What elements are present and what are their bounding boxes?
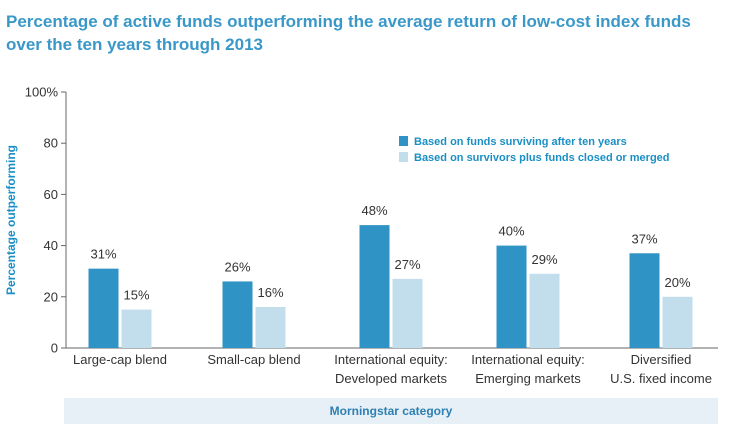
x-tick-label: U.S. fixed income — [610, 371, 712, 386]
bar-value-label: 31% — [90, 247, 116, 262]
y-tick-label: 80 — [44, 136, 58, 151]
x-tick-label: Diversified — [631, 352, 692, 367]
bar-with-closed — [529, 273, 560, 348]
bar-surviving — [629, 253, 660, 348]
bar-with-closed — [392, 278, 423, 348]
x-axis-title: Morningstar category — [329, 404, 453, 418]
bar-value-label: 20% — [664, 275, 690, 290]
x-tick-label: International equity: — [471, 352, 584, 367]
bar-surviving — [222, 281, 253, 348]
y-tick-label: 40 — [44, 238, 58, 253]
chart-title-line-2: over the ten years through 2013 — [6, 35, 263, 54]
bar-value-label: 27% — [394, 257, 420, 272]
bar-value-label: 40% — [498, 224, 524, 239]
bar-with-closed — [255, 307, 286, 348]
bar-value-label: 29% — [531, 252, 557, 267]
bar-surviving — [88, 268, 119, 348]
x-tick-label: Small-cap blend — [207, 352, 300, 367]
y-tick-label: 60 — [44, 187, 58, 202]
bar-value-label: 15% — [123, 288, 149, 303]
y-tick-label: 100% — [25, 85, 59, 100]
bar-with-closed — [121, 309, 152, 348]
x-tick-label: International equity: — [334, 352, 447, 367]
bar-value-label: 16% — [257, 285, 283, 300]
bar-value-label: 37% — [631, 231, 657, 246]
y-tick-label: 0 — [51, 341, 58, 356]
legend-label: Based on funds surviving after ten years — [414, 136, 627, 148]
legend-label: Based on survivors plus funds closed or … — [414, 152, 670, 164]
y-tick-label: 20 — [44, 289, 58, 304]
chart-title: Percentage of active funds outperforming… — [6, 10, 736, 56]
x-tick-label: Emerging markets — [475, 371, 581, 386]
legend-swatch — [399, 136, 408, 146]
x-tick-label: Developed markets — [335, 371, 447, 386]
y-axis-title: Percentage outperforming — [4, 145, 18, 295]
bar-value-label: 26% — [224, 259, 250, 274]
bar-surviving — [496, 245, 527, 348]
bar-value-label: 48% — [361, 203, 387, 218]
bar-surviving — [359, 225, 390, 348]
bar-with-closed — [662, 296, 693, 348]
chart-title-line-1: Percentage of active funds outperforming… — [6, 12, 691, 31]
x-tick-label: Large-cap blend — [73, 352, 167, 367]
legend-swatch — [399, 152, 408, 162]
x-axis-title-band — [64, 398, 718, 424]
